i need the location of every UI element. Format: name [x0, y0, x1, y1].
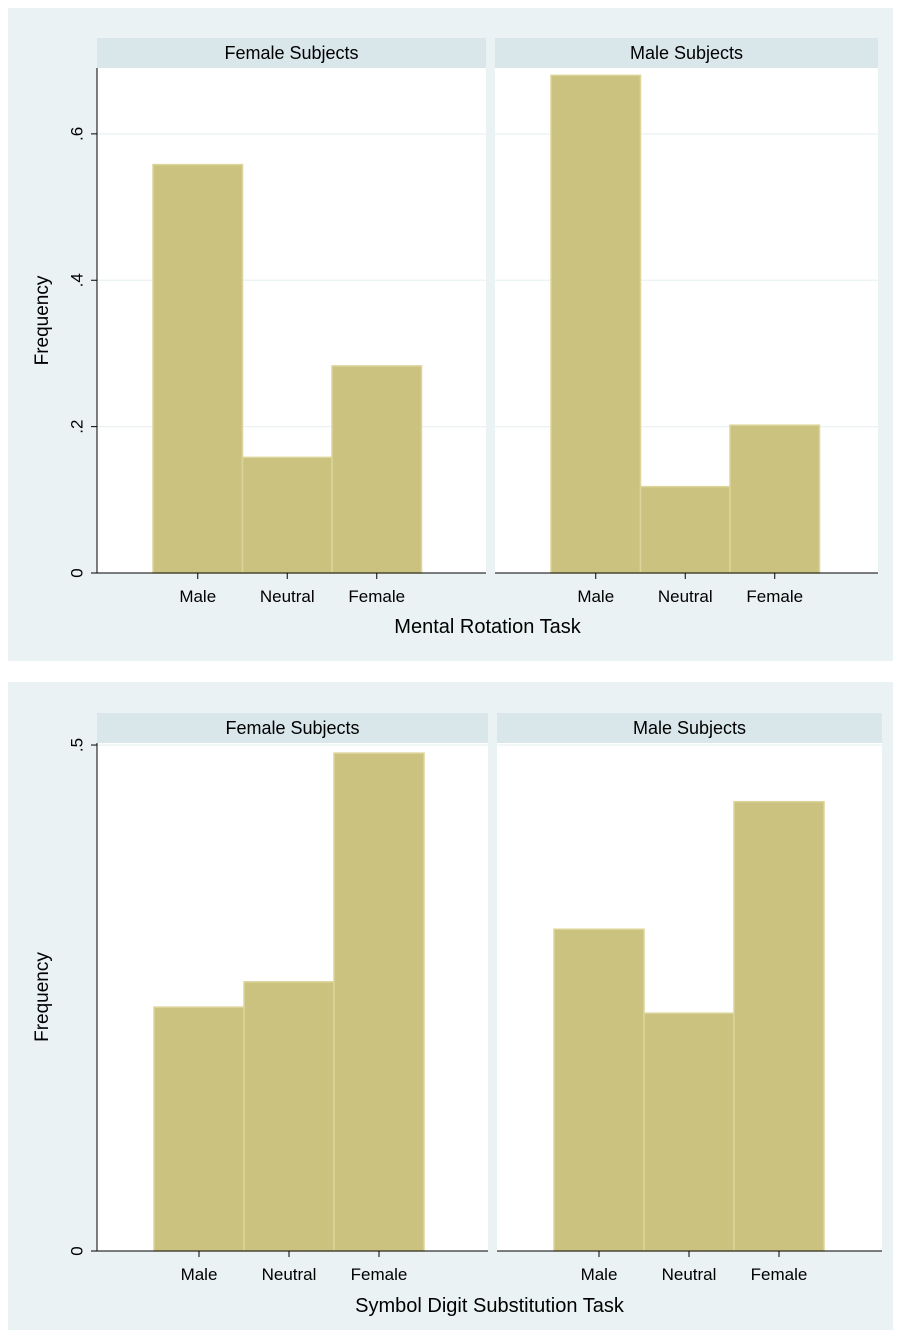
y-tick-label: .5: [68, 738, 87, 752]
panel-title: Female Subjects: [225, 718, 359, 738]
y-tick-label: 0: [68, 568, 87, 577]
bar-male: [553, 928, 645, 1252]
bar-neutral: [639, 485, 731, 574]
y-tick-label: 0: [68, 1246, 87, 1255]
y-tick-label: .2: [68, 420, 87, 434]
x-tick-label: Female: [348, 587, 405, 606]
y-tick-label: .4: [68, 273, 87, 287]
panel-title: Female Subjects: [224, 43, 358, 63]
x-tick-label: Female: [351, 1265, 408, 1284]
x-tick-label: Neutral: [658, 587, 713, 606]
x-axis-title: Symbol Digit Substitution Task: [355, 1295, 625, 1317]
x-tick-label: Female: [746, 587, 803, 606]
panel-strip: [495, 38, 878, 68]
panel-title: Male Subjects: [630, 43, 743, 63]
bar-neutral: [241, 456, 333, 574]
panel-strip: [97, 38, 486, 68]
x-axis-title: Mental Rotation Task: [394, 616, 581, 638]
bar-male: [550, 74, 642, 574]
bar-male: [152, 163, 244, 574]
x-tick-label: Male: [581, 1265, 618, 1284]
panel-male-subjects: Male Subjects Male Neutral Female: [495, 38, 878, 606]
bar-female: [729, 424, 821, 574]
panel-male-subjects: Male Subjects Male Neutral Female: [497, 713, 882, 1284]
panel-strip: [497, 713, 882, 743]
bar-female: [331, 365, 423, 574]
x-tick-label: Male: [179, 587, 216, 606]
panel-female-subjects: Female Subjects Male Neutral Female: [97, 713, 488, 1284]
x-tick-label: Female: [751, 1265, 808, 1284]
panel-title: Male Subjects: [633, 718, 746, 738]
y-tick-label: .6: [68, 127, 87, 141]
panel-female-subjects: Female Subjects Male Neutral Female: [97, 38, 486, 606]
y-axis-title: Frequency: [32, 275, 53, 365]
x-tick-label: Male: [577, 587, 614, 606]
bar-male: [153, 1006, 245, 1252]
bar-female: [733, 800, 825, 1252]
x-tick-label: Neutral: [262, 1265, 317, 1284]
panel-strip: [97, 713, 488, 743]
y-axis-title: Frequency: [32, 952, 53, 1042]
bar-female: [333, 752, 425, 1252]
x-tick-label: Male: [181, 1265, 218, 1284]
x-tick-label: Neutral: [662, 1265, 717, 1284]
bar-neutral: [243, 981, 335, 1252]
bar-neutral: [643, 1012, 735, 1252]
x-tick-label: Neutral: [260, 587, 315, 606]
